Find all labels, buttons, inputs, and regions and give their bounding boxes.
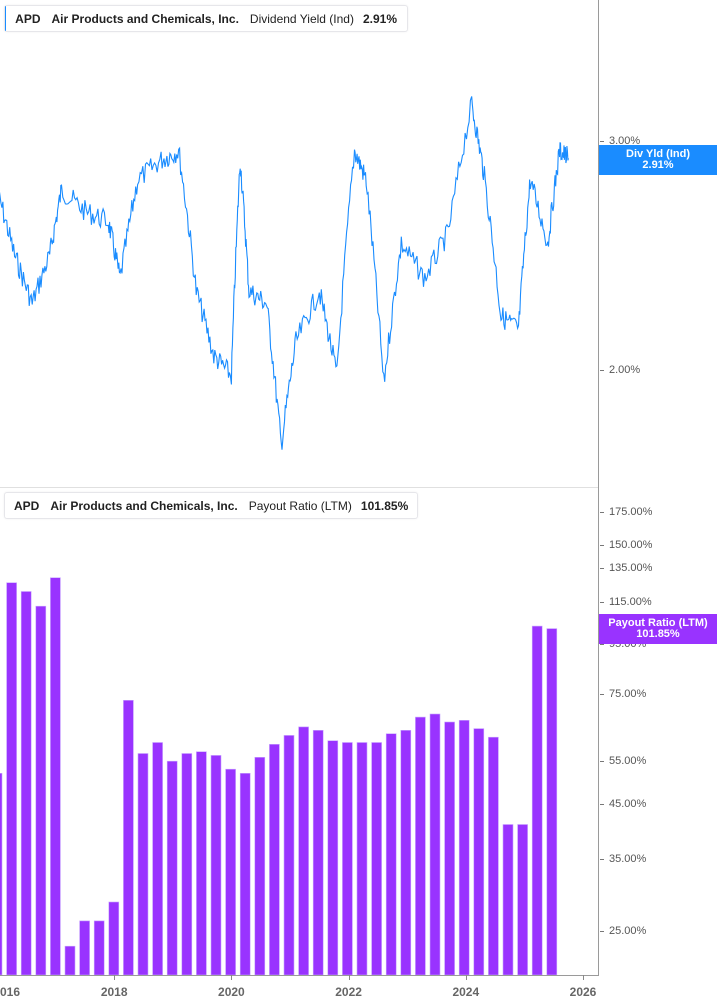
series-color-marker: [5, 6, 7, 31]
dividend-yield-line-chart: [0, 96, 569, 450]
badge-value: 2.91%: [642, 159, 674, 171]
top-y-axis-line: [598, 0, 599, 975]
payout-bar: [415, 716, 426, 976]
company-name: Air Products and Chemicals, Inc.: [50, 498, 238, 513]
payout-bar: [152, 742, 163, 976]
payout-bar: [400, 729, 412, 976]
x-axis-line: [0, 975, 599, 976]
x-tick-label: 2026: [569, 985, 597, 999]
payout-bar: [254, 756, 266, 976]
payout-bar: [166, 760, 178, 976]
x-tick-label: 2022: [335, 985, 362, 999]
y-tick-label: 150.00%: [609, 539, 653, 552]
y-tick-mark: [600, 370, 604, 371]
payout-bar: [35, 605, 47, 976]
y-tick-mark: [600, 567, 604, 569]
y-tick-mark: [600, 858, 604, 860]
metric-value: 2.91%: [362, 11, 397, 26]
payout-bar: [64, 945, 76, 976]
top-legend[interactable]: APD Air Products and Chemicals, Inc. Div…: [4, 5, 408, 32]
ticker: APD: [15, 11, 41, 26]
badge-value: 101.85%: [636, 628, 680, 640]
x-tick-label: 2024: [452, 985, 480, 999]
y-tick-mark: [600, 931, 604, 932]
payout-bar: [517, 824, 528, 976]
payout-bar: [531, 625, 543, 976]
y-tick-mark: [600, 512, 604, 513]
payout-bar: [371, 742, 382, 976]
payout-bar: [137, 753, 149, 976]
payout-bar: [444, 721, 455, 976]
payout-bar: [50, 577, 61, 976]
y-tick-mark: [600, 694, 604, 696]
payout-bar: [79, 920, 90, 976]
payout-bar: [283, 735, 295, 976]
payout-bar: [225, 768, 236, 976]
payout-bar: [239, 772, 251, 976]
y-tick-label: 115.00%: [609, 596, 652, 609]
payout-bar: [342, 742, 353, 976]
payout-bar: [210, 755, 222, 976]
payout-bar: [429, 713, 441, 976]
payout-bar: [327, 740, 339, 976]
payout-ratio-bar-chart: [0, 577, 558, 976]
payout-bar: [502, 824, 514, 976]
current-value-badge-payout: Payout Ratio (LTM) 101.85%: [599, 614, 717, 644]
payout-bar: [488, 736, 499, 976]
y-tick-label: 35.00%: [609, 852, 647, 865]
panel-divider: [0, 487, 598, 488]
y-tick-label: 175.00%: [609, 506, 653, 518]
payout-bar: [196, 751, 207, 976]
payout-bar: [458, 719, 470, 976]
payout-bar: [108, 901, 120, 976]
company-name: Air Products and Chemicals, Inc.: [51, 11, 239, 26]
metric-name: Dividend Yield (Ind): [249, 11, 354, 26]
x-tick-mark: [348, 975, 350, 980]
y-tick-mark: [600, 141, 604, 142]
payout-bar: [312, 729, 324, 976]
payout-bar: [269, 743, 280, 976]
payout-bar: [6, 582, 17, 976]
payout-bar: [123, 699, 134, 976]
payout-bar: [298, 726, 309, 976]
x-tick-mark: [583, 975, 584, 980]
ticker: APD: [14, 498, 40, 513]
y-tick-label: 55.00%: [609, 755, 647, 768]
y-tick-mark: [600, 643, 604, 645]
payout-bar: [93, 920, 105, 976]
metric-value: 101.85%: [360, 498, 409, 513]
badge-label: Div Yld (Ind): [626, 148, 690, 160]
x-tick-label: 2020: [218, 985, 245, 999]
bottom-legend[interactable]: APD Air Products and Chemicals, Inc. Pay…: [4, 492, 418, 519]
y-tick-2pct: 2.00%: [609, 364, 641, 376]
payout-bar: [385, 733, 397, 976]
metric-name: Payout Ratio (LTM): [248, 498, 352, 513]
y-tick-mark: [600, 804, 604, 806]
y-tick-label: 75.00%: [609, 688, 647, 701]
payout-bar: [356, 742, 368, 976]
x-tick-mark: [231, 975, 233, 980]
payout-bar: [546, 628, 558, 976]
payout-bar: [473, 728, 485, 976]
x-tick-label: 016: [0, 985, 21, 999]
y-tick-label: 45.00%: [609, 798, 647, 811]
y-tick-label: 25.00%: [609, 925, 647, 937]
y-tick-3pct: 3.00%: [609, 135, 641, 147]
payout-bar: [20, 591, 32, 976]
y-tick-label: 135.00%: [609, 561, 653, 574]
x-tick-mark: [114, 975, 116, 980]
payout-bar: [181, 753, 193, 976]
current-value-badge-div-yld: Div Yld (Ind) 2.91%: [599, 145, 717, 175]
y-tick-mark: [600, 761, 604, 763]
payout-bar: [0, 772, 3, 976]
x-tick-mark: [465, 975, 467, 980]
badge-label: Payout Ratio (LTM): [608, 617, 708, 629]
x-tick-label: 2018: [100, 985, 128, 999]
y-tick-mark: [600, 602, 604, 604]
y-tick-mark: [600, 545, 604, 547]
